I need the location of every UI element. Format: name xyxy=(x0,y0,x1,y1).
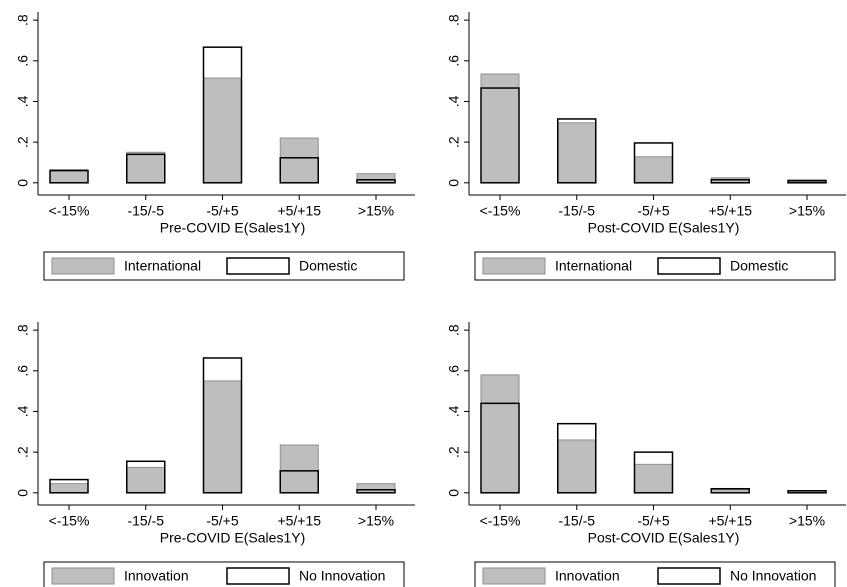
y-tick-label: 0 xyxy=(446,489,462,497)
y-tick-label: 0 xyxy=(446,179,462,187)
legend-swatch xyxy=(226,257,290,275)
legend-label: International xyxy=(124,258,201,274)
y-tick-label: .6 xyxy=(446,55,462,67)
x-tick-label: >15% xyxy=(358,203,394,219)
x-tick-label: <-15% xyxy=(480,513,521,529)
bar xyxy=(126,460,166,494)
x-axis-title: Post-COVID E(Sales1Y) xyxy=(588,220,740,236)
x-axis-title: Pre-COVID E(Sales1Y) xyxy=(160,220,305,236)
bar xyxy=(126,466,166,494)
y-tick-label: .6 xyxy=(15,365,31,377)
y-tick-label: .8 xyxy=(15,324,31,336)
legend-label: No Innovation xyxy=(299,568,385,584)
x-tick-label: -15/-5 xyxy=(558,513,595,529)
x-tick-label: -15/-5 xyxy=(127,513,164,529)
x-tick-label: +5/+15 xyxy=(708,513,752,529)
bar xyxy=(356,173,396,184)
bar xyxy=(634,156,673,184)
bar xyxy=(203,77,242,184)
x-tick-label: -15/-5 xyxy=(127,203,164,219)
x-tick-label: <-15% xyxy=(49,513,90,529)
bar xyxy=(49,478,89,494)
y-tick-label: .6 xyxy=(15,55,31,67)
bar xyxy=(557,439,597,494)
bar xyxy=(557,118,597,184)
legend-swatch xyxy=(226,567,290,585)
bar xyxy=(279,444,319,494)
legend-swatch xyxy=(51,257,115,275)
bar xyxy=(634,463,673,494)
y-tick-label: 0 xyxy=(15,179,31,187)
y-tick-label: .4 xyxy=(446,95,462,107)
bar xyxy=(202,46,243,184)
legend-label: Domestic xyxy=(730,258,788,274)
legend-box xyxy=(43,251,405,281)
y-tick-label: .4 xyxy=(15,95,31,107)
legend-label: No Innovation xyxy=(730,568,816,584)
x-tick-label: +5/+15 xyxy=(277,203,321,219)
legend-swatch xyxy=(51,567,115,585)
bar xyxy=(126,151,166,184)
bar xyxy=(279,157,319,184)
bar xyxy=(356,179,396,184)
y-tick-label: .2 xyxy=(15,446,31,458)
x-tick-label: >15% xyxy=(789,203,825,219)
legend-label: Innovation xyxy=(124,568,189,584)
y-tick-label: .4 xyxy=(15,405,31,417)
legend-swatch xyxy=(482,257,546,275)
y-tick-label: .8 xyxy=(15,14,31,26)
bar xyxy=(49,169,89,184)
bar xyxy=(356,483,396,494)
x-tick-label: -15/-5 xyxy=(558,203,595,219)
x-tick-label: >15% xyxy=(789,513,825,529)
bar xyxy=(787,180,827,184)
legend-label: Innovation xyxy=(555,568,620,584)
x-tick-label: -5/+5 xyxy=(637,203,670,219)
bar xyxy=(710,179,750,184)
y-tick-label: .2 xyxy=(446,446,462,458)
y-tick-label: .8 xyxy=(446,324,462,336)
bar xyxy=(49,169,89,184)
bar xyxy=(356,489,396,494)
bar xyxy=(202,357,243,494)
legend-label: International xyxy=(555,258,632,274)
legend-label: Domestic xyxy=(299,258,357,274)
bar xyxy=(557,122,597,184)
y-tick-label: .4 xyxy=(446,405,462,417)
x-axis-title: Post-COVID E(Sales1Y) xyxy=(588,530,740,546)
bar xyxy=(557,422,597,494)
bar xyxy=(279,137,319,184)
y-tick-label: .6 xyxy=(446,365,462,377)
y-tick-label: .2 xyxy=(15,136,31,148)
bar xyxy=(480,87,520,184)
x-tick-label: +5/+15 xyxy=(277,513,321,529)
x-tick-label: +5/+15 xyxy=(708,203,752,219)
bar xyxy=(203,380,242,494)
x-tick-label: -5/+5 xyxy=(206,203,239,219)
y-tick-label: 0 xyxy=(15,489,31,497)
x-tick-label: >15% xyxy=(358,513,394,529)
x-axis-title: Pre-COVID E(Sales1Y) xyxy=(160,530,305,546)
bar xyxy=(480,374,520,494)
bar xyxy=(480,402,520,494)
bar xyxy=(787,490,827,494)
bar xyxy=(710,487,750,494)
bar xyxy=(126,153,166,184)
y-tick-label: .8 xyxy=(446,14,462,26)
bar xyxy=(633,142,674,184)
x-tick-label: <-15% xyxy=(480,203,521,219)
bar xyxy=(480,73,520,184)
legend-swatch xyxy=(657,567,721,585)
bar xyxy=(49,483,89,494)
bar xyxy=(633,451,674,494)
x-tick-label: -5/+5 xyxy=(637,513,670,529)
legend-swatch xyxy=(482,567,546,585)
y-tick-label: .2 xyxy=(446,136,462,148)
legend-swatch xyxy=(657,257,721,275)
bar xyxy=(279,470,319,494)
x-tick-label: -5/+5 xyxy=(206,513,239,529)
x-tick-label: <-15% xyxy=(49,203,90,219)
